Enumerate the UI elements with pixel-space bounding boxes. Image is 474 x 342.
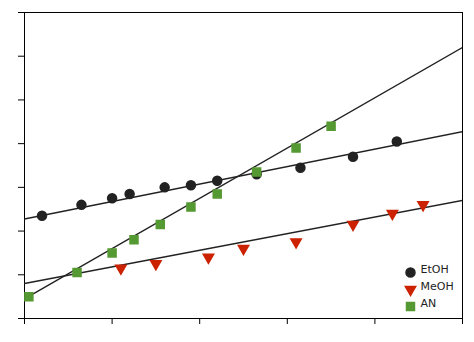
svg-text:AN: AN: [421, 297, 437, 310]
svg-text:EtOH: EtOH: [421, 263, 449, 276]
svg-text:MeOH: MeOH: [421, 280, 454, 293]
